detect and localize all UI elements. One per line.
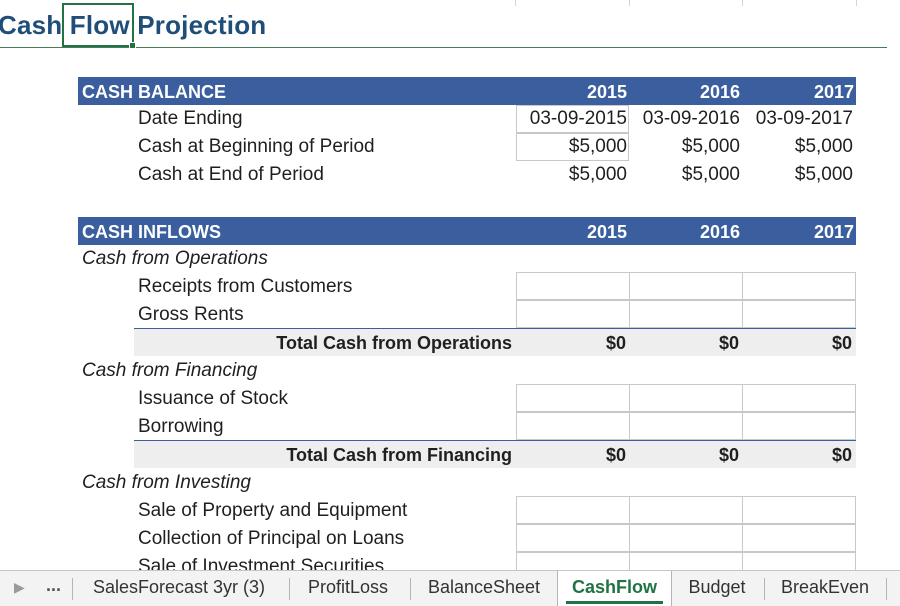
input-cell[interactable]	[629, 272, 743, 300]
input-cell[interactable]	[629, 524, 743, 552]
beginning-cash-cell[interactable]	[516, 133, 629, 161]
column-gridline	[629, 0, 630, 6]
section-heading-financing: Cash from Financing	[82, 360, 258, 381]
row-label-collection-principal: Collection of Principal on Loans	[138, 528, 405, 549]
tab-separator	[764, 578, 765, 600]
total-operations-row[interactable]: Total Cash from Operations $0 $0 $0	[134, 328, 856, 356]
cash-beginning-2017[interactable]: $5,000	[794, 136, 853, 157]
worksheet-grid[interactable]: Cash Flow Projection CASH BALANCE 2015 2…	[0, 0, 900, 570]
column-gridline	[856, 0, 857, 6]
input-cell[interactable]	[629, 412, 743, 440]
column-gridline	[515, 0, 516, 6]
date-ending-2017[interactable]: 03-09-2017	[755, 108, 853, 129]
year-header: 2016	[699, 82, 740, 102]
year-header: 2015	[586, 222, 627, 242]
input-cell[interactable]	[516, 300, 630, 328]
date-ending-2015[interactable]: 03-09-2015	[529, 108, 627, 129]
cash-end-2015[interactable]: $5,000	[568, 164, 627, 185]
total-financing-2016[interactable]: $0	[718, 445, 739, 465]
tab-separator	[72, 578, 73, 600]
input-cell[interactable]	[516, 272, 630, 300]
cash-inflows-header-label: CASH INFLOWS	[82, 222, 221, 242]
total-operations-2017[interactable]: $0	[831, 333, 852, 353]
total-financing-2017[interactable]: $0	[831, 445, 852, 465]
input-cell[interactable]	[742, 384, 856, 412]
date-ending-cell[interactable]	[516, 105, 629, 133]
row-label-cash-beginning: Cash at Beginning of Period	[138, 136, 375, 157]
year-header: 2017	[813, 82, 854, 102]
input-cell[interactable]	[742, 300, 856, 328]
row-label-cash-end: Cash at End of Period	[138, 164, 324, 185]
tab-budget[interactable]: Budget	[688, 577, 746, 597]
column-gridline	[742, 0, 743, 6]
input-cell[interactable]	[516, 412, 630, 440]
input-cell[interactable]	[516, 496, 630, 524]
total-operations-label: Total Cash from Operations	[276, 333, 512, 353]
cash-balance-header-label: CASH BALANCE	[82, 82, 226, 102]
section-heading-investing: Cash from Investing	[82, 472, 251, 493]
year-header: 2016	[699, 222, 740, 242]
row-label-sale-investment: Sale of Investment Securities	[138, 556, 385, 570]
input-cell[interactable]	[629, 300, 743, 328]
total-operations-2015[interactable]: $0	[605, 333, 626, 353]
input-cell[interactable]	[742, 272, 856, 300]
tab-profitloss[interactable]: ProfitLoss	[307, 577, 389, 597]
total-financing-row[interactable]: Total Cash from Financing $0 $0 $0	[134, 440, 856, 468]
cash-end-2016[interactable]: $5,000	[681, 164, 740, 185]
more-sheets-button[interactable]: ...	[46, 575, 62, 595]
row-label-borrowing: Borrowing	[138, 416, 224, 437]
section-heading-operations: Cash from Operations	[82, 248, 268, 269]
input-cell[interactable]	[629, 384, 743, 412]
scroll-left-icon[interactable]: ▶	[14, 579, 25, 595]
active-cell-selection[interactable]	[62, 3, 136, 49]
input-cell[interactable]	[742, 552, 856, 570]
input-cell[interactable]	[742, 412, 856, 440]
input-cell[interactable]	[629, 496, 743, 524]
total-financing-label: Total Cash from Financing	[286, 445, 512, 465]
input-cell[interactable]	[516, 384, 630, 412]
row-label-date-ending: Date Ending	[138, 108, 243, 129]
tab-salesforecast[interactable]: SalesForecast 3yr (3)	[92, 577, 266, 597]
total-operations-2016[interactable]: $0	[718, 333, 739, 353]
tab-separator	[289, 578, 290, 600]
cash-beginning-2015[interactable]: $5,000	[568, 136, 627, 157]
tab-separator	[410, 578, 411, 600]
tab-separator	[886, 578, 887, 600]
row-label-gross-rents: Gross Rents	[138, 304, 244, 325]
date-ending-2016[interactable]: 03-09-2016	[642, 108, 740, 129]
cash-end-2017[interactable]: $5,000	[794, 164, 853, 185]
row-label-issuance-stock: Issuance of Stock	[138, 388, 288, 409]
row-label-receipts: Receipts from Customers	[138, 276, 353, 297]
sheet-tab-bar: ▶ ... SalesForecast 3yr (3) ProfitLoss B…	[0, 570, 900, 606]
tab-balancesheet[interactable]: BalanceSheet	[427, 577, 541, 597]
input-cell[interactable]	[742, 524, 856, 552]
tab-breakeven[interactable]: BreakEven	[780, 577, 870, 597]
input-cell[interactable]	[742, 496, 856, 524]
year-header: 2015	[586, 82, 627, 102]
row-label-sale-property: Sale of Property and Equipment	[138, 500, 408, 521]
tab-cashflow[interactable]: CashFlow	[557, 571, 672, 606]
title-underline	[0, 47, 887, 48]
cash-inflows-header[interactable]: CASH INFLOWS 2015 2016 2017	[78, 217, 856, 245]
input-cell[interactable]	[516, 524, 630, 552]
cash-balance-header[interactable]: CASH BALANCE 2015 2016 2017	[78, 77, 856, 105]
input-cell[interactable]	[516, 552, 630, 570]
input-cell[interactable]	[629, 552, 743, 570]
year-header: 2017	[813, 222, 854, 242]
cash-beginning-2016[interactable]: $5,000	[681, 136, 740, 157]
total-financing-2015[interactable]: $0	[605, 445, 626, 465]
